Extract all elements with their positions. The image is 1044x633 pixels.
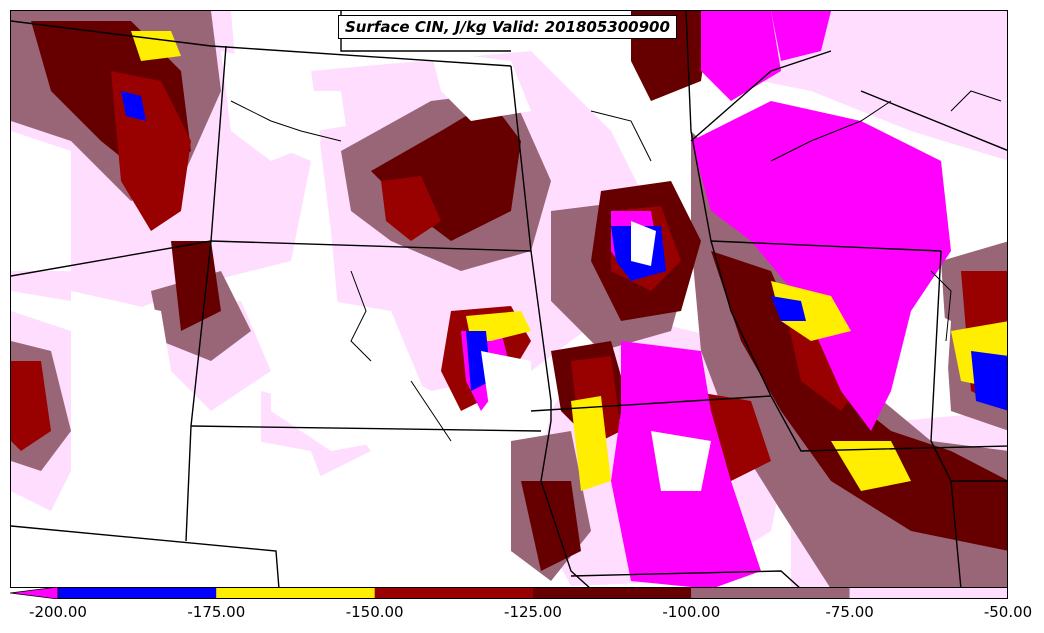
colorbar-tick-label: -175.00: [187, 603, 246, 621]
colorbar-tick-label: -75.00: [825, 603, 874, 621]
colorbar-under-triangle: [10, 587, 59, 599]
colorbar-tick-label: -100.00: [662, 603, 721, 621]
colorbar-tick-label: -125.00: [504, 603, 562, 621]
colorbar-tick-label: -50.00: [983, 603, 1033, 621]
colorbar-bin-1: [216, 587, 375, 599]
colorbar-bin-5: [849, 587, 1008, 599]
colorbar-bin-0: [58, 587, 217, 599]
colorbar-bin-3: [533, 587, 692, 599]
map-title: Surface CIN, J/kg Valid: 201805300900: [338, 15, 677, 39]
colorbar: [10, 587, 1008, 599]
colorbar-tick-label: -200.00: [29, 603, 87, 621]
colorbar-bin-4: [691, 587, 850, 599]
colorbar-tick-label: -150.00: [345, 603, 404, 621]
colorbar-outline: [57, 587, 1008, 599]
river-lines: [230, 90, 1002, 442]
cin-field-white: [11, 51, 951, 571]
colorbar-bin-2: [374, 587, 533, 599]
cin-map: [11, 11, 1007, 587]
map-frame: [10, 10, 1008, 588]
state-borders: [11, 11, 1007, 587]
